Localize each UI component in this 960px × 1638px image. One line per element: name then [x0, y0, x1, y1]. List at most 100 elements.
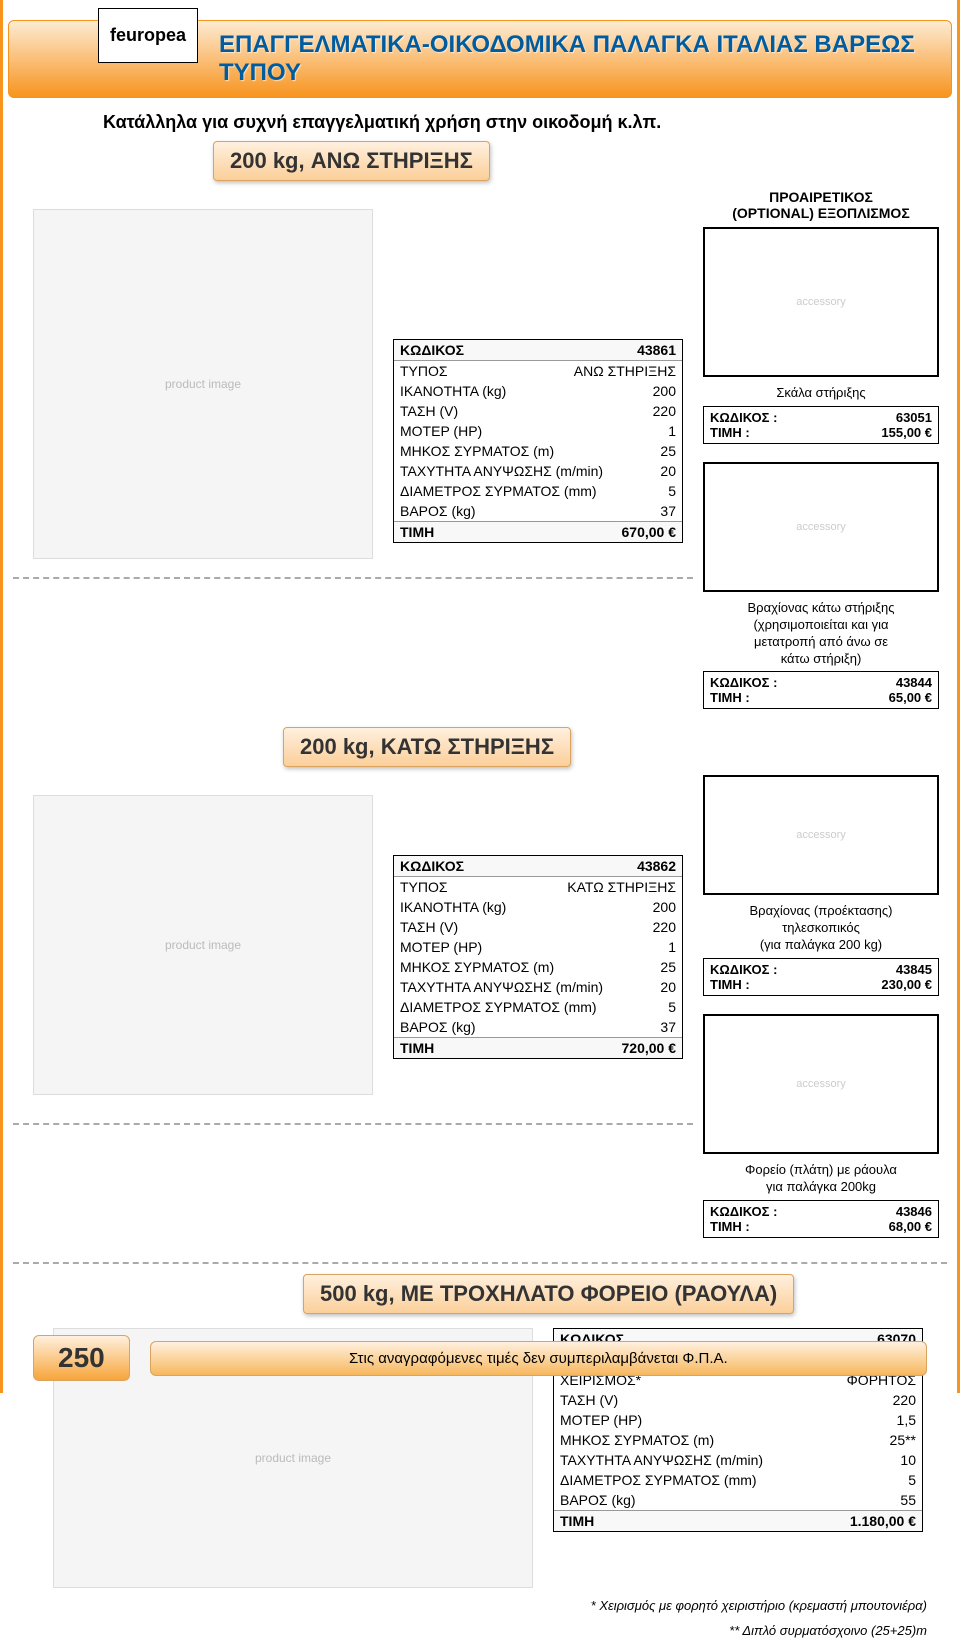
optional-heading: ΠΡΟΑΙΡΕΤΙΚΟΣ (OPTIONAL) ΕΞΟΠΛΙΣΜΟΣ — [703, 189, 939, 221]
spec-label: ΜΗΚΟΣ ΣΥΡΜΑΤΟΣ (m) — [400, 443, 554, 459]
section-banner-1: 200 kg, ΑΝΩ ΣΤΗΡΙΞΗΣ — [213, 141, 490, 181]
side-code-value: 63051 — [896, 410, 932, 425]
spec-label: ΔΙΑΜΕΤΡΟΣ ΣΥΡΜΑΤΟΣ (mm) — [400, 999, 597, 1015]
spec-label: ΔΙΑΜΕΤΡΟΣ ΣΥΡΜΑΤΟΣ (mm) — [400, 483, 597, 499]
optional-heading-l1: ΠΡΟΑΙΡΕΤΙΚΟΣ — [703, 189, 939, 205]
row-2: product image ΚΩΔΙΚΟΣ43862 ΤΥΠΟΣΚΑΤΩ ΣΤΗ… — [13, 775, 947, 1255]
footer-note: Στις αναγραφόμενες τιμές δεν συμπεριλαμβ… — [150, 1341, 927, 1376]
section-banner-2: 200 kg, ΚΑΤΩ ΣΤΗΡΙΞΗΣ — [283, 727, 571, 767]
acc-line: Φορείο (πλάτη) με ράουλα — [703, 1162, 939, 1179]
spec-label: ΜΟΤΕΡ (HP) — [560, 1412, 642, 1428]
page-number: 250 — [33, 1335, 130, 1381]
spec-label: ΤΑΣΗ (V) — [400, 919, 458, 935]
spec-table-2: ΚΩΔΙΚΟΣ 43862 ΤΥΠΟΣ ΚΑΤΩ ΣΤΗΡΙΞΗΣ ΙΚΑΝΟΤΗΤ… — [393, 855, 683, 1059]
spec-value: ΚΑΤΩ ΣΤΗΡΙΞΗΣ — [567, 879, 676, 895]
spec-label: ΜΗΚΟΣ ΣΥΡΜΑΤΟΣ (m) — [400, 959, 554, 975]
spec-value: ΑΝΩ ΣΤΗΡΙΞΗΣ — [574, 363, 676, 379]
accessory-caption-1: Σκάλα στήριξης — [703, 385, 939, 402]
spec-value: 55 — [900, 1492, 916, 1508]
optional-column-2: accessory Βραχίονας (προέκτασης) τηλεσκο… — [703, 775, 939, 1255]
product-block-1: product image ΚΩΔΙΚΟΣ 43861 ΤΥΠΟΣ ΑΝΩ ΣΤΗΡ… — [13, 189, 693, 579]
spec-value: 43862 — [637, 858, 676, 874]
spec-label: ΤΙΜΗ — [400, 524, 434, 540]
spec-value: 220 — [653, 403, 676, 419]
spec-table-1: ΚΩΔΙΚΟΣ 43861 ΤΥΠΟΣ ΑΝΩ ΣΤΗΡΙΞΗΣ ΙΚΑΝΟΤΗΤΑ… — [393, 339, 683, 543]
footnote-2: ** Διπλό συρματόσχοινο (25+25)m — [13, 1623, 927, 1638]
side-price-value: 65,00 € — [889, 690, 932, 705]
spec-value: 43861 — [637, 342, 676, 358]
spec-value: 25 — [660, 443, 676, 459]
spec-value: 10 — [900, 1452, 916, 1468]
spec-label: ΤΥΠΟΣ — [400, 363, 448, 379]
spec-label: ΜΟΤΕΡ (HP) — [400, 939, 482, 955]
accessory-pricebox-2: ΚΩΔΙΚΟΣ :43844 ΤΙΜΗ :65,00 € — [703, 671, 939, 709]
footnote-1: * Χειρισμός με φορητό χειριστήριο (κρεμα… — [13, 1598, 927, 1613]
accessory-caption-2: Βραχίονας κάτω στήριξης (χρησιμοποιείται… — [703, 600, 939, 668]
spec-value: 37 — [660, 503, 676, 519]
side-code-value: 43846 — [896, 1204, 932, 1219]
row-1: product image ΚΩΔΙΚΟΣ 43861 ΤΥΠΟΣ ΑΝΩ ΣΤΗΡ… — [13, 189, 947, 727]
spec-value: 20 — [660, 979, 676, 995]
acc-line: (για παλάγκα 200 kg) — [703, 937, 939, 954]
side-code-label: ΚΩΔΙΚΟΣ : — [710, 410, 777, 425]
acc-line: μετατροπή από άνω σε — [703, 634, 939, 651]
spec-value: 25 — [660, 959, 676, 975]
spec-label: ΜΗΚΟΣ ΣΥΡΜΑΤΟΣ (m) — [560, 1432, 714, 1448]
page: feuropea ΕΠΑΓΓΕΛΜΑΤΙΚΑ-ΟΙΚΟΔΟΜΙΚΑ ΠΑΛΑΓΚ… — [0, 0, 960, 1393]
side-price-value: 68,00 € — [889, 1219, 932, 1234]
spec-value: 5 — [908, 1472, 916, 1488]
spec-label: ΤΑΣΗ (V) — [560, 1392, 618, 1408]
spec-label: ΜΟΤΕΡ (HP) — [400, 423, 482, 439]
product-block-2: product image ΚΩΔΙΚΟΣ43862 ΤΥΠΟΣΚΑΤΩ ΣΤΗ… — [13, 775, 693, 1125]
side-price-label: ΤΙΜΗ : — [710, 1219, 750, 1234]
brand-logo: feuropea — [98, 8, 198, 63]
spec-value: 1,5 — [897, 1412, 916, 1428]
accessory-image-4: accessory — [703, 1014, 939, 1154]
spec-label: ΤΑΧΥΤΗΤΑ ΑΝΥΨΩΣΗΣ (m/min) — [400, 979, 603, 995]
spec-label: ΚΩΔΙΚΟΣ — [400, 858, 464, 874]
side-price-value: 230,00 € — [881, 977, 932, 992]
accessory-image-1: accessory — [703, 227, 939, 377]
section-banner-3: 500 kg, ΜΕ ΤΡΟΧΗΛΑΤΟ ΦΟΡΕΙΟ (ΡΑΟΥΛΑ) — [303, 1274, 794, 1314]
spec-label: ΤΙΜΗ — [560, 1513, 594, 1529]
side-price-label: ΤΙΜΗ : — [710, 425, 750, 440]
accessory-pricebox-3: ΚΩΔΙΚΟΣ : 43845 ΤΙΜΗ : 230,00 € — [703, 958, 939, 996]
side-code-label: ΚΩΔΙΚΟΣ : — [710, 962, 777, 977]
spec-value: 20 — [660, 463, 676, 479]
side-price-value: 155,00 € — [881, 425, 932, 440]
spec-value: 5 — [668, 483, 676, 499]
spec-value: 670,00 € — [622, 524, 677, 540]
accessory-image-2: accessory — [703, 462, 939, 592]
spec-label: ΤΑΧΥΤΗΤΑ ΑΝΥΨΩΣΗΣ (m/min) — [560, 1452, 763, 1468]
accessory-pricebox-4: ΚΩΔΙΚΟΣ : 43846 ΤΙΜΗ : 68,00 € — [703, 1200, 939, 1238]
spec-value: 1 — [668, 423, 676, 439]
optional-column: ΠΡΟΑΙΡΕΤΙΚΟΣ (OPTIONAL) ΕΞΟΠΛΙΣΜΟΣ acces… — [703, 189, 939, 727]
acc-line: τηλεσκοπικός — [703, 920, 939, 937]
spec-value: 220 — [653, 919, 676, 935]
acc-line: (χρησιμοποιείται και για — [703, 617, 939, 634]
acc-line: Βραχίονας κάτω στήριξης — [703, 600, 939, 617]
spec-label: ΙΚΑΝΟΤΗΤΑ (kg) — [400, 383, 506, 399]
page-subtitle: Κατάλληλα για συχνή επαγγελματική χρήση … — [103, 112, 957, 133]
spec-value: 5 — [668, 999, 676, 1015]
acc-line: για παλάγκα 200kg — [703, 1179, 939, 1196]
spec-value: 200 — [653, 899, 676, 915]
spec-label: ΒΑΡΟΣ (kg) — [560, 1492, 636, 1508]
spec-label: ΤΥΠΟΣ — [400, 879, 448, 895]
side-code-label: ΚΩΔΙΚΟΣ : — [710, 675, 777, 690]
side-code-label: ΚΩΔΙΚΟΣ : — [710, 1204, 777, 1219]
spec-label: ΤΑΧΥΤΗΤΑ ΑΝΥΨΩΣΗΣ (m/min) — [400, 463, 603, 479]
accessory-caption-4: Φορείο (πλάτη) με ράουλα για παλάγκα 200… — [703, 1162, 939, 1196]
side-price-label: ΤΙΜΗ : — [710, 690, 750, 705]
side-code-value: 43845 — [896, 962, 932, 977]
spec-label: ΚΩΔΙΚΟΣ — [400, 342, 464, 358]
separator — [13, 1262, 947, 1264]
optional-heading-l2: (OPTIONAL) ΕΞΟΠΛΙΣΜΟΣ — [703, 205, 939, 221]
spec-value: 720,00 € — [622, 1040, 677, 1056]
accessory-pricebox-1: ΚΩΔΙΚΟΣ : 63051 ΤΙΜΗ : 155,00 € — [703, 406, 939, 444]
product-photo-1: product image — [33, 209, 373, 559]
side-price-label: ΤΙΜΗ : — [710, 977, 750, 992]
acc-line: κάτω στήριξη) — [703, 651, 939, 668]
header: feuropea ΕΠΑΓΓΕΛΜΑΤΙΚΑ-ΟΙΚΟΔΟΜΙΚΑ ΠΑΛΑΓΚ… — [3, 20, 957, 98]
spec-label: ΙΚΑΝΟΤΗΤΑ (kg) — [400, 899, 506, 915]
